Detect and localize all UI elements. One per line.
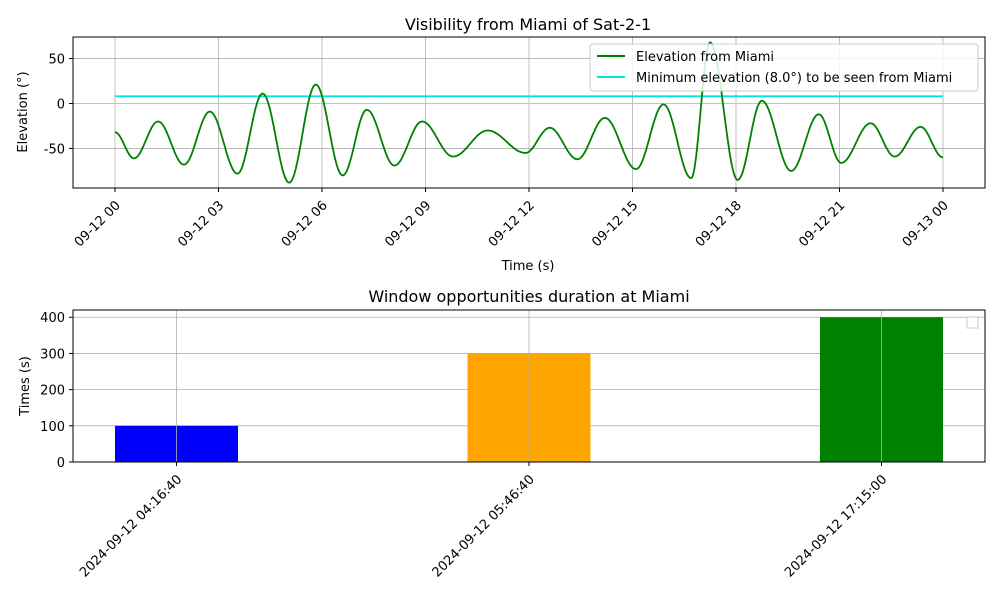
elevation-x-axis-label: Time (s) [501,259,555,274]
window-duration-chart-title: Window opportunities duration at Miami [368,287,689,306]
window-duration-y-tick-label: 200 [40,384,65,399]
legend-label-min-elevation: Minimum elevation (8.0°) to be seen from… [636,71,952,86]
window-duration-y-tick-label: 300 [40,347,65,362]
window-duration-y-tick-label: 400 [40,311,65,326]
elevation-y-axis-label: Elevation (°) [16,71,31,152]
elevation-line [114,41,944,184]
legend-label-elevation: Elevation from Miami [636,50,774,65]
window-duration-empty-legend [966,316,979,329]
window-duration-y-tick-label: 100 [40,420,65,435]
elevation-y-tick-label: 50 [48,53,65,68]
window-duration-bars [115,310,943,462]
elevation-y-ticks: -50 0 50 [44,53,73,157]
elevation-series [114,41,944,184]
elevation-legend: Elevation from Miami Minimum elevation (… [589,43,979,92]
elevation-legend-box [589,43,979,92]
elevation-y-tick-label: 0 [57,98,65,113]
window-duration-y-tick-label: 0 [57,456,65,471]
window-duration-y-ticks: 0 100 200 300 400 [40,311,73,471]
elevation-y-tick-label: -50 [44,142,65,157]
window-duration-y-axis-label: Times (s) [18,356,33,417]
elevation-chart-title: Visibility from Miami of Sat-2-1 [405,15,651,34]
